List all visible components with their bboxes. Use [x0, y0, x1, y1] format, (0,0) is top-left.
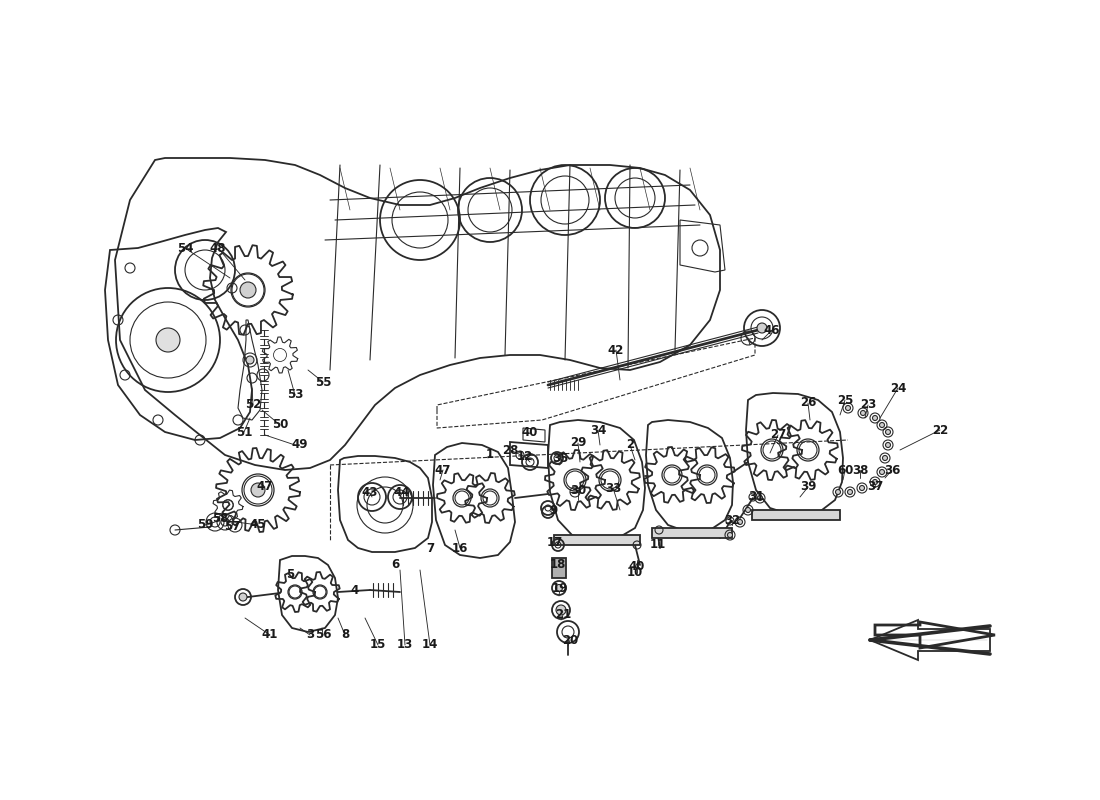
- Text: 19: 19: [552, 582, 569, 594]
- Text: 42: 42: [608, 343, 624, 357]
- Text: 58: 58: [211, 511, 229, 525]
- Text: 13: 13: [397, 638, 414, 651]
- Text: 54: 54: [177, 242, 194, 254]
- Text: 55: 55: [315, 375, 331, 389]
- Text: 38: 38: [851, 463, 868, 477]
- Text: 40: 40: [521, 426, 538, 438]
- Text: 23: 23: [860, 398, 876, 411]
- Text: 1: 1: [486, 449, 494, 462]
- Text: 28: 28: [502, 443, 518, 457]
- Circle shape: [758, 495, 762, 501]
- Text: 41: 41: [262, 629, 278, 642]
- Text: 9: 9: [549, 503, 557, 517]
- Circle shape: [757, 323, 767, 333]
- Text: 49: 49: [292, 438, 308, 451]
- Text: 48: 48: [210, 242, 227, 254]
- Text: 34: 34: [590, 423, 606, 437]
- Text: 37: 37: [867, 481, 883, 494]
- Text: 26: 26: [800, 397, 816, 410]
- Text: 15: 15: [370, 638, 386, 651]
- Circle shape: [240, 282, 256, 298]
- Circle shape: [746, 507, 750, 513]
- Circle shape: [556, 585, 562, 591]
- Circle shape: [886, 430, 891, 434]
- Circle shape: [556, 605, 566, 615]
- Text: 21: 21: [554, 609, 571, 622]
- Text: 52: 52: [245, 398, 261, 411]
- Text: 47: 47: [256, 481, 273, 494]
- Text: 12: 12: [517, 450, 534, 463]
- Text: 10: 10: [627, 566, 644, 579]
- Text: 50: 50: [272, 418, 288, 431]
- Text: 20: 20: [562, 634, 579, 646]
- Text: 47: 47: [434, 463, 451, 477]
- Polygon shape: [752, 510, 840, 520]
- Text: 24: 24: [890, 382, 906, 394]
- Text: 56: 56: [315, 629, 331, 642]
- Text: 17: 17: [547, 537, 563, 550]
- Circle shape: [880, 470, 884, 474]
- Circle shape: [239, 593, 248, 601]
- Circle shape: [156, 328, 180, 352]
- Circle shape: [836, 490, 840, 494]
- Circle shape: [872, 479, 878, 485]
- Text: 6: 6: [390, 558, 399, 571]
- Text: 60: 60: [837, 463, 854, 477]
- Polygon shape: [652, 528, 732, 538]
- Text: 39: 39: [800, 481, 816, 494]
- Circle shape: [251, 483, 265, 497]
- Text: 31: 31: [748, 490, 764, 503]
- Text: 18: 18: [550, 558, 566, 571]
- Text: 32: 32: [724, 514, 740, 526]
- Text: 46: 46: [763, 323, 780, 337]
- Circle shape: [847, 490, 852, 494]
- Circle shape: [859, 486, 865, 490]
- Circle shape: [737, 519, 742, 525]
- Bar: [552, 558, 567, 578]
- Circle shape: [882, 455, 888, 461]
- Text: 8: 8: [341, 629, 349, 642]
- Text: 43: 43: [362, 486, 378, 499]
- Text: 29: 29: [570, 437, 586, 450]
- Text: 2: 2: [626, 438, 634, 451]
- Text: 36: 36: [883, 463, 900, 477]
- Circle shape: [886, 442, 891, 447]
- Text: 57: 57: [223, 521, 240, 534]
- Text: 44: 44: [394, 486, 410, 499]
- Text: 4: 4: [351, 583, 359, 597]
- Text: 22: 22: [932, 423, 948, 437]
- Circle shape: [872, 415, 878, 421]
- Text: 16: 16: [452, 542, 469, 554]
- Polygon shape: [554, 535, 640, 545]
- Circle shape: [727, 533, 733, 538]
- Text: 3: 3: [306, 629, 315, 642]
- Text: 33: 33: [605, 482, 621, 494]
- Text: 51: 51: [235, 426, 252, 438]
- Circle shape: [880, 422, 884, 427]
- Text: 5: 5: [286, 569, 294, 582]
- Text: 35: 35: [552, 451, 569, 465]
- Circle shape: [246, 356, 254, 364]
- Circle shape: [860, 410, 866, 415]
- Text: 11: 11: [650, 538, 667, 551]
- Text: 25: 25: [837, 394, 854, 406]
- Text: 27: 27: [770, 429, 786, 442]
- Text: 40: 40: [629, 561, 646, 574]
- Text: 7: 7: [426, 542, 434, 554]
- Text: 59: 59: [197, 518, 213, 531]
- Text: 53: 53: [287, 389, 304, 402]
- Text: 45: 45: [250, 518, 266, 531]
- Circle shape: [846, 406, 850, 410]
- Text: 30: 30: [570, 483, 586, 497]
- Text: 14: 14: [421, 638, 438, 651]
